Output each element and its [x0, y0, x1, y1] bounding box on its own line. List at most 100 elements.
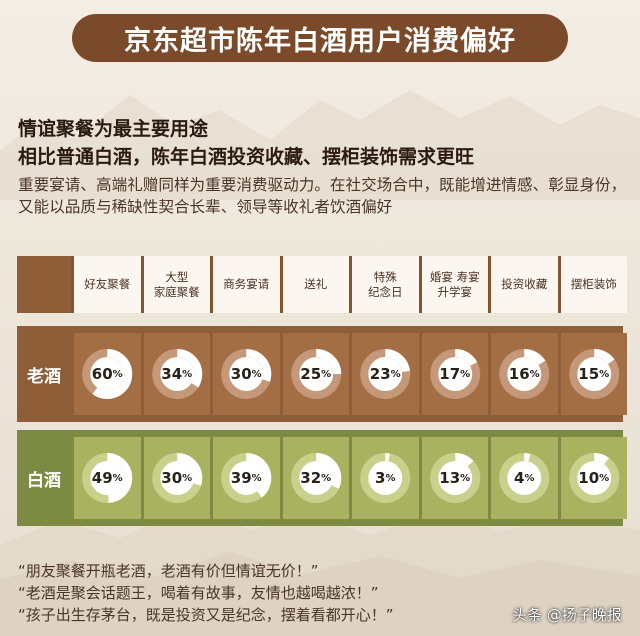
donut-arc — [221, 453, 272, 503]
donut-value-label: 23% — [369, 365, 401, 383]
donut-center — [437, 357, 472, 391]
donut-value-label: 25% — [300, 365, 332, 383]
donut-cell: 30% — [143, 437, 210, 519]
donut-value-label: 3% — [375, 469, 396, 487]
donut-center — [576, 461, 611, 495]
donut-cell: 17% — [421, 333, 488, 415]
donut-arc — [290, 453, 341, 503]
donut-arc — [360, 349, 411, 399]
donut-arc — [221, 349, 272, 399]
donut-value-label: 17% — [439, 365, 471, 383]
donut-cell: 13% — [421, 437, 488, 519]
donut-cell: 23% — [352, 333, 419, 415]
donut-value-label: 49% — [91, 469, 123, 487]
donut-chart — [568, 453, 619, 503]
donut-arc — [82, 349, 133, 399]
donut-chart — [290, 453, 341, 503]
quote-3: “孩子出生存茅台，既是投资又是纪念，摆着看都开心！” — [18, 606, 394, 624]
page-title: 京东超市陈年白酒用户消费偏好 — [72, 14, 568, 62]
donut-arc — [151, 349, 202, 399]
quote-1: “朋友聚餐开瓶老酒，老酒有价但情谊无价！” — [18, 562, 319, 580]
row-baijiu: 白酒 49% 30% 39% 32% 3% 13% 4% 10% — [17, 430, 627, 526]
donut-value-label: 15% — [578, 365, 610, 383]
donut-arc — [82, 453, 133, 503]
header-category: 婚宴 寿宴 升学宴 — [421, 256, 488, 313]
donut-center — [576, 357, 611, 391]
donut-center — [298, 357, 333, 391]
donut-cell: 25% — [282, 333, 349, 415]
donut-value-label: 30% — [161, 469, 193, 487]
donut-chart — [151, 349, 202, 399]
donut-center — [90, 357, 125, 391]
header-category: 特殊 纪念日 — [352, 256, 419, 313]
donut-cell: 30% — [213, 333, 280, 415]
donut-value-label: 32% — [300, 469, 332, 487]
consumption-table: 好友聚餐 大型 家庭聚餐 商务宴请 送礼 特殊 纪念日 婚宴 寿宴 升学宴 投资收藏 摆柜装饰… — [17, 256, 627, 526]
donut-value-label: 30% — [230, 365, 262, 383]
donut-cell: 32% — [282, 437, 349, 519]
donut-center — [368, 357, 403, 391]
watermark: 头条 @扬子晚报 — [512, 606, 622, 624]
series-label: 老酒 — [27, 366, 61, 387]
donut-center — [298, 461, 333, 495]
donut-chart — [82, 349, 133, 399]
donut-center — [90, 461, 125, 495]
donut-chart — [151, 453, 202, 503]
donut-chart — [429, 349, 480, 399]
donut-arc — [360, 453, 411, 503]
donut-arc — [429, 453, 480, 503]
donut-cell: 10% — [560, 437, 627, 519]
donut-chart — [360, 349, 411, 399]
donut-center — [159, 461, 194, 495]
donut-value-label: 60% — [91, 365, 123, 383]
donut-value-label: 34% — [161, 365, 193, 383]
header-category: 摆柜装饰 — [560, 256, 627, 313]
donut-arc — [499, 453, 550, 503]
donut-arc — [568, 349, 619, 399]
series-label: 白酒 — [27, 470, 61, 491]
donut-arc — [151, 453, 202, 503]
donut-cell: 16% — [491, 333, 558, 415]
header-category: 好友聚餐 — [74, 256, 141, 313]
donut-center — [507, 461, 542, 495]
donut-center — [229, 461, 264, 495]
donut-cell: 4% — [491, 437, 558, 519]
donut-center — [507, 357, 542, 391]
donut-chart — [499, 349, 550, 399]
donut-arc — [290, 349, 341, 399]
donut-center — [159, 357, 194, 391]
donut-center — [437, 461, 472, 495]
header-category: 送礼 — [282, 256, 349, 313]
row-old-liquor: 老酒 60% 34% 30% 25% 23% 17% 16% 15% — [17, 326, 627, 422]
quote-2: “老酒是聚会话题王，喝着有故事，友情也越喝越浓！” — [18, 584, 379, 602]
donut-center — [229, 357, 264, 391]
donut-arc — [499, 349, 550, 399]
donut-center — [368, 461, 403, 495]
donut-value-label: 4% — [514, 469, 535, 487]
donut-cell: 49% — [74, 437, 141, 519]
donut-value-label: 16% — [508, 365, 540, 383]
donut-chart — [290, 349, 341, 399]
donut-chart — [221, 453, 272, 503]
donut-cell: 34% — [143, 333, 210, 415]
donut-chart — [360, 453, 411, 503]
body-text: 重要宴请、高端礼赠同样为重要消费驱动力。在社交场合中，既能增进情感、彰显身份，又… — [18, 176, 627, 216]
donut-chart — [221, 349, 272, 399]
header-category: 投资收藏 — [491, 256, 558, 313]
header-category: 大型 家庭聚餐 — [143, 256, 210, 313]
donut-cell: 15% — [560, 333, 627, 415]
donut-cell: 60% — [74, 333, 141, 415]
header-category: 商务宴请 — [213, 256, 280, 313]
donut-arc — [429, 349, 480, 399]
donut-chart — [499, 453, 550, 503]
donut-chart — [82, 453, 133, 503]
table-header-row: 好友聚餐 大型 家庭聚餐 商务宴请 送礼 特殊 纪念日 婚宴 寿宴 升学宴 投资收藏 摆柜装饰 — [17, 256, 627, 313]
donut-value-label: 10% — [578, 469, 610, 487]
donut-value-label: 39% — [230, 469, 262, 487]
headline-1: 情谊聚餐为最主要用途 — [18, 118, 209, 140]
headline-2: 相比普通白酒，陈年白酒投资收藏、摆柜装饰需求更旺 — [18, 146, 475, 168]
donut-arc — [568, 453, 619, 503]
donut-chart — [568, 349, 619, 399]
donut-cell: 39% — [213, 437, 280, 519]
